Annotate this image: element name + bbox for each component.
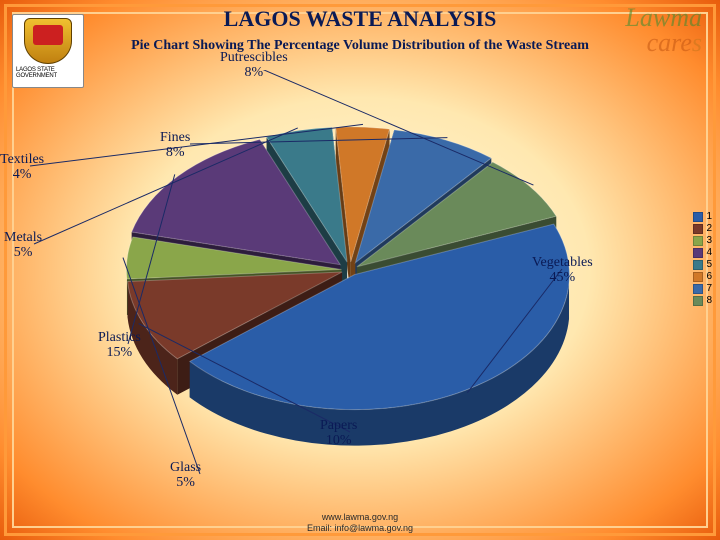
slice-label: Plastics15% <box>98 330 141 361</box>
legend-swatch <box>693 272 703 282</box>
legend-swatch <box>693 212 703 222</box>
footer: www.lawma.gov.ng Email: info@lawma.gov.n… <box>0 512 720 535</box>
brand-watermark: Lawma cares <box>625 6 702 55</box>
footer-url: www.lawma.gov.ng <box>0 512 720 523</box>
slice-label: Textiles4% <box>0 152 44 183</box>
slice-label: Glass5% <box>170 460 201 491</box>
legend-item: 6 <box>693 271 712 282</box>
slice-label: Metals5% <box>4 230 42 261</box>
brand-line2: cares <box>625 31 702 56</box>
pie-chart: Vegetables45% Papers10% Glass5% Plastics15%… <box>20 70 640 490</box>
legend-item: 1 <box>693 211 712 222</box>
legend-num: 8 <box>706 295 712 306</box>
legend-item: 2 <box>693 223 712 234</box>
slice-label: Papers10% <box>320 418 357 449</box>
footer-email: Email: info@lawma.gov.ng <box>0 523 720 534</box>
legend-num: 4 <box>706 247 712 258</box>
legend-item: 7 <box>693 283 712 294</box>
slice-label: Vegetables45% <box>532 255 593 286</box>
legend-num: 1 <box>706 211 712 222</box>
legend: 12345678 <box>693 210 712 307</box>
legend-swatch <box>693 284 703 294</box>
legend-item: 3 <box>693 235 712 246</box>
slice-label: Putrescibles8% <box>220 50 288 81</box>
page-subtitle: Pie Chart Showing The Percentage Volume … <box>0 38 720 54</box>
legend-item: 8 <box>693 295 712 306</box>
legend-swatch <box>693 248 703 258</box>
legend-num: 2 <box>706 223 712 234</box>
legend-swatch <box>693 296 703 306</box>
slice-label: Fines8% <box>160 130 190 161</box>
legend-swatch <box>693 260 703 270</box>
legend-item: 5 <box>693 259 712 270</box>
legend-num: 7 <box>706 283 712 294</box>
page-title: LAGOS WASTE ANALYSIS <box>0 6 720 32</box>
legend-num: 5 <box>706 259 712 270</box>
legend-num: 6 <box>706 271 712 282</box>
legend-swatch <box>693 224 703 234</box>
legend-swatch <box>693 236 703 246</box>
legend-num: 3 <box>706 235 712 246</box>
legend-item: 4 <box>693 247 712 258</box>
